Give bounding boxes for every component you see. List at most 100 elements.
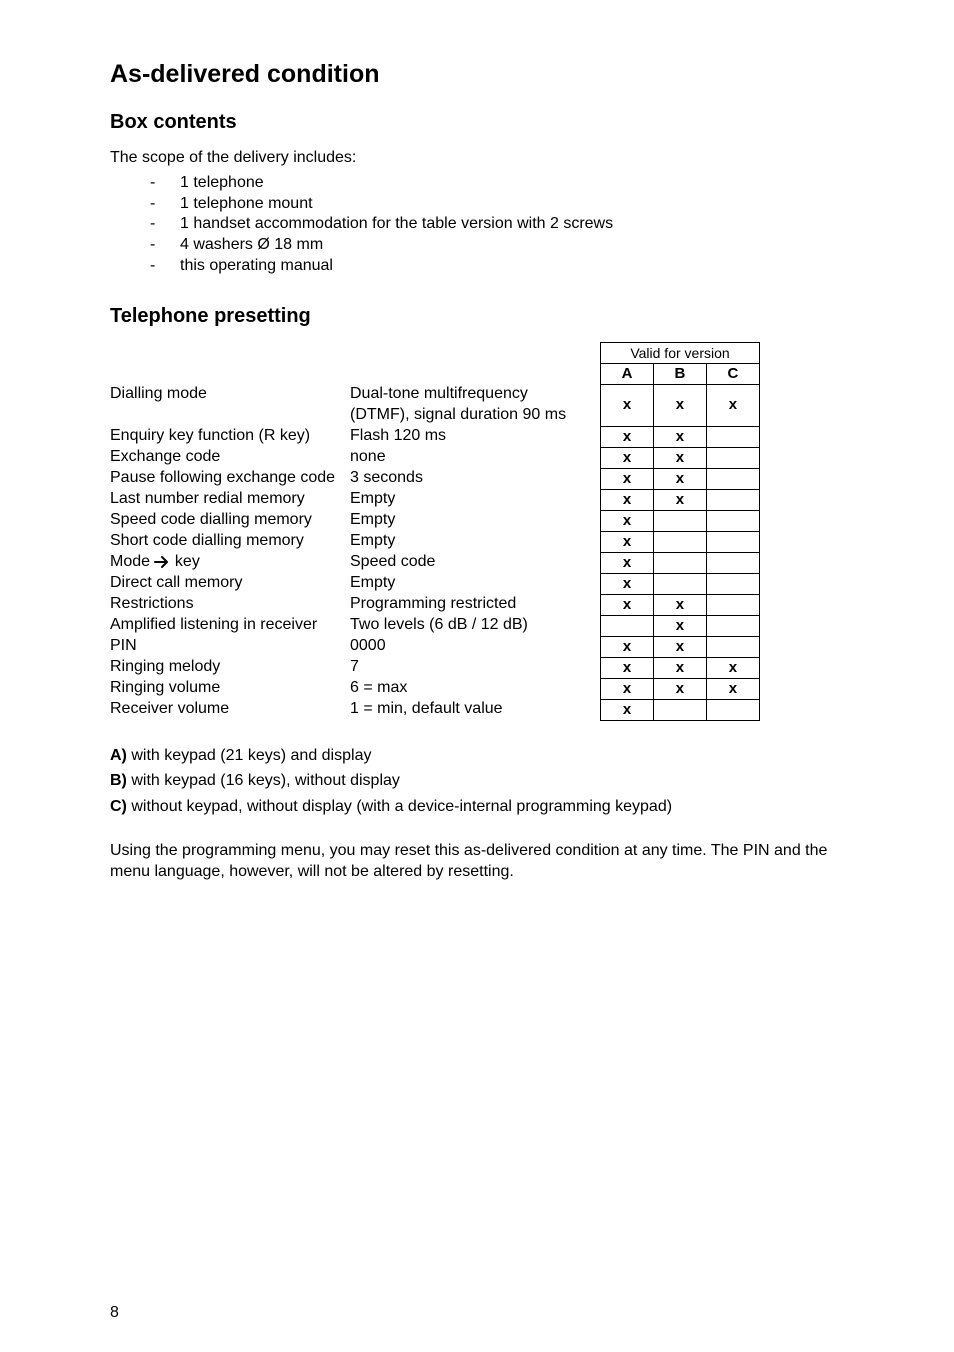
preset-row: Speed code dialling memory Empty [110, 510, 590, 531]
cell: x [601, 510, 654, 531]
preset-value: 6 = max [350, 678, 590, 699]
preset-value: Empty [350, 489, 590, 510]
preset-label: Restrictions [110, 594, 350, 615]
preset-row: Exchange code none [110, 447, 590, 468]
preset-row: Ringing melody 7 [110, 657, 590, 678]
preset-label: Speed code dialling memory [110, 510, 350, 531]
cell: x [653, 594, 706, 615]
table-row: xxx [601, 657, 760, 678]
preset-label: Amplified listening in receiver [110, 615, 350, 636]
cell: x [601, 468, 654, 489]
cell [653, 552, 706, 573]
page: As-delivered condition Box contents The … [0, 0, 954, 1352]
telephone-presetting-heading: Telephone presetting [110, 305, 864, 328]
box-contents-intro: The scope of the delivery includes: [110, 148, 864, 169]
table-row: xx [601, 594, 760, 615]
cell [653, 531, 706, 552]
cell [706, 468, 759, 489]
cell: x [601, 678, 654, 699]
cell: x [653, 615, 706, 636]
cell [706, 615, 759, 636]
cell: x [601, 426, 654, 447]
cell [706, 531, 759, 552]
cell [706, 636, 759, 657]
cell [706, 573, 759, 594]
cell: x [653, 447, 706, 468]
preset-value: Programming restricted [350, 594, 590, 615]
cell: x [653, 636, 706, 657]
table-row: xx [601, 426, 760, 447]
page-number: 8 [110, 1304, 119, 1322]
box-contents-heading: Box contents [110, 111, 864, 134]
preset-block: Dialling mode Dual-tone multifrequency (… [110, 342, 864, 721]
cell: x [601, 447, 654, 468]
valid-for-version-table-wrap: Valid for version A B C x x x xx xx xx x… [600, 342, 760, 721]
preset-row: Receiver volume 1 = min, default value [110, 699, 590, 720]
notes: A) with keypad (21 keys) and display B) … [110, 745, 864, 883]
cell: x [601, 552, 654, 573]
cell [706, 699, 759, 720]
table-row: x [601, 699, 760, 720]
cell [706, 489, 759, 510]
col-c-header: C [706, 363, 759, 384]
note-b: B) with keypad (16 keys), without displa… [110, 770, 864, 792]
preset-value: Empty [350, 510, 590, 531]
cell: x [601, 573, 654, 594]
cell [706, 510, 759, 531]
preset-label: Ringing volume [110, 678, 350, 699]
list-item: 1 telephone [110, 173, 864, 194]
preset-label: Receiver volume [110, 699, 350, 720]
cell [706, 552, 759, 573]
cell: x [706, 657, 759, 678]
preset-value: Empty [350, 531, 590, 552]
table-row: xx [601, 468, 760, 489]
cell [706, 447, 759, 468]
cell: x [601, 594, 654, 615]
list-item: 1 handset accommodation for the table ve… [110, 214, 864, 235]
table-row: xxx [601, 678, 760, 699]
cell [601, 615, 654, 636]
table-row: x [601, 552, 760, 573]
preset-label: Enquiry key function (R key) [110, 426, 350, 447]
cell: x [653, 657, 706, 678]
table-row: xx [601, 636, 760, 657]
cell [653, 699, 706, 720]
preset-value: Empty [350, 573, 590, 594]
preset-row: PIN 0000 [110, 636, 590, 657]
valid-for-version-table: Valid for version A B C x x x xx xx xx x… [600, 342, 760, 721]
preset-row: Restrictions Programming restricted [110, 594, 590, 615]
note-para: Using the programming menu, you may rese… [110, 840, 864, 883]
list-item: 4 washers Ø 18 mm [110, 235, 864, 256]
preset-row: Direct call memory Empty [110, 573, 590, 594]
cell [706, 594, 759, 615]
table-row: x [601, 531, 760, 552]
page-title: As-delivered condition [110, 60, 864, 89]
preset-row: Last number redial memory Empty [110, 489, 590, 510]
cell: x [601, 657, 654, 678]
list-item: this operating manual [110, 256, 864, 277]
preset-value: 3 seconds [350, 468, 590, 489]
cell: x [653, 426, 706, 447]
preset-label: Pause following exchange code [110, 468, 350, 489]
preset-row: Dialling mode Dual-tone multifrequency (… [110, 384, 590, 426]
box-contents-list: 1 telephone 1 telephone mount 1 handset … [110, 173, 864, 277]
preset-value: Dual-tone multifrequency (DTMF), signal … [350, 384, 590, 426]
preset-row: Mode key Speed code [110, 552, 590, 573]
preset-label: Last number redial memory [110, 489, 350, 510]
cell: x [601, 699, 654, 720]
note-a: A) with keypad (21 keys) and display [110, 745, 864, 767]
table-row: x [601, 615, 760, 636]
preset-value: 7 [350, 657, 590, 678]
cell: x [653, 468, 706, 489]
preset-left: Dialling mode Dual-tone multifrequency (… [110, 342, 590, 720]
cell [653, 510, 706, 531]
preset-label: Short code dialling memory [110, 531, 350, 552]
preset-label-text: Mode [110, 553, 154, 570]
preset-row: Amplified listening in receiver Two leve… [110, 615, 590, 636]
preset-row: Pause following exchange code 3 seconds [110, 468, 590, 489]
cell: x [653, 678, 706, 699]
cell: x [601, 636, 654, 657]
table-row: xx [601, 447, 760, 468]
preset-value: none [350, 447, 590, 468]
preset-label: Direct call memory [110, 573, 350, 594]
